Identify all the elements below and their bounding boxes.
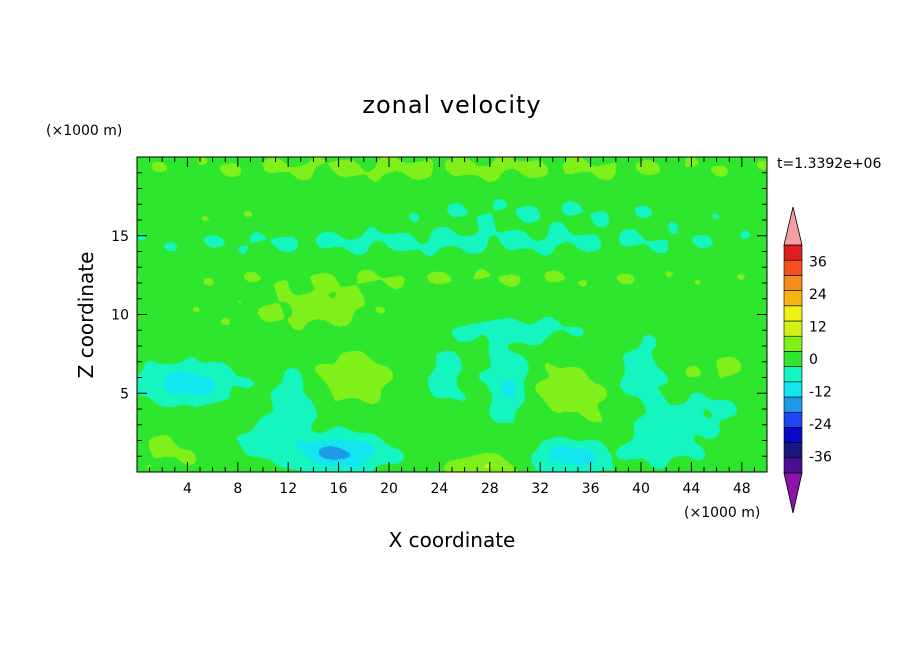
x-tick-label: 12 [279, 481, 297, 497]
velocity-contour-field [137, 157, 767, 472]
colorbar-band [783, 366, 803, 383]
colorbar-label: -24 [809, 417, 832, 433]
colorbar-band [783, 396, 803, 413]
colorbar-band [783, 457, 803, 474]
x-tick-label: 48 [733, 481, 751, 497]
colorbar-label: 12 [809, 319, 827, 335]
y-tick-label: 10 [111, 308, 129, 324]
x-tick-label: 44 [682, 481, 700, 497]
colorbar-band [783, 290, 803, 307]
x-tick-label: 8 [233, 481, 242, 497]
colorbar-over-arrow [783, 206, 803, 246]
colorbar-under-arrow [783, 472, 803, 514]
x-axis-unit: (×1000 m) [684, 505, 760, 521]
colorbar-band [783, 335, 803, 352]
y-tick-label: 5 [120, 386, 129, 402]
colorbar: 36 24 12 0 -12 -24 -36 [783, 206, 832, 514]
x-tick-label: 28 [481, 481, 499, 497]
colorbar-band [783, 244, 803, 261]
colorbar-band [783, 411, 803, 428]
y-axis-unit: (×1000 m) [46, 123, 122, 139]
colorbar-band [783, 305, 803, 322]
colorbar-label: -12 [809, 385, 832, 401]
x-tick-label: 16 [330, 481, 348, 497]
x-ticks: 4 8 12 16 20 24 28 32 36 40 44 48 [136, 157, 768, 497]
x-tick-label: 4 [183, 481, 192, 497]
colorbar-band [783, 351, 803, 367]
x-tick-label: 40 [632, 481, 650, 497]
x-tick-label: 32 [531, 481, 549, 497]
colorbar-label: 36 [809, 254, 827, 270]
colorbar-band [783, 442, 803, 459]
colorbar-label: 0 [809, 352, 818, 368]
colorbar-band [783, 320, 803, 337]
colorbar-band [783, 427, 803, 443]
x-tick-label: 24 [430, 481, 448, 497]
colorbar-band [783, 381, 803, 398]
y-tick-label: 15 [111, 229, 129, 245]
x-axis-label: X coordinate [389, 528, 516, 552]
colorbar-label: -36 [809, 450, 832, 466]
colorbar-band [783, 259, 803, 276]
time-label: t=1.3392e+06 [777, 156, 881, 172]
y-axis-label: Z coordinate [74, 252, 98, 379]
x-tick-label: 36 [582, 481, 600, 497]
y-ticks: 5 10 15 [111, 156, 767, 473]
chart-title: zonal velocity [362, 91, 541, 119]
colorbar-label: 24 [809, 287, 827, 303]
x-tick-label: 20 [380, 481, 398, 497]
colorbar-band [783, 275, 803, 291]
